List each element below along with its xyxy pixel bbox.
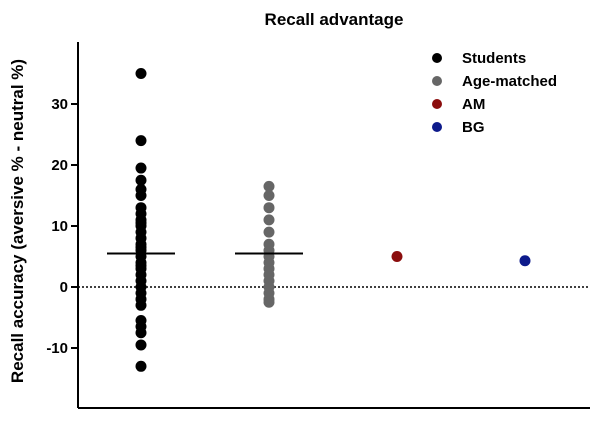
- students-point: [135, 162, 147, 174]
- students-point: [135, 135, 147, 147]
- legend-label-students: Students: [462, 50, 526, 67]
- age-matched-point: [263, 226, 275, 238]
- students-point: [135, 174, 147, 186]
- students-point: [135, 360, 147, 372]
- students-point: [135, 68, 147, 79]
- age-matched-point: [263, 202, 275, 214]
- am-point: [391, 251, 403, 262]
- age-matched-point: [263, 180, 275, 192]
- legend-marker-students: [432, 53, 442, 63]
- bg-point: [519, 255, 531, 267]
- chart-title: Recall advantage: [265, 10, 404, 29]
- students-point: [135, 190, 147, 201]
- y-axis-label: Recall accuracy (aversive % - neutral %): [8, 59, 27, 383]
- students-point: [135, 327, 147, 339]
- y-tick-label: -10: [46, 340, 68, 357]
- legend-label-am: AM: [462, 96, 485, 113]
- legend-label-bg: BG: [462, 119, 485, 136]
- legend-marker-am: [432, 99, 442, 109]
- y-tick-label: 30: [51, 96, 68, 113]
- plot-area: -10 0 10 20 30: [46, 42, 590, 409]
- legend: Students Age-matched AM BG: [432, 50, 557, 136]
- age-matched-point: [263, 214, 275, 226]
- legend-marker-bg: [432, 122, 442, 132]
- y-tick-label: 10: [51, 218, 68, 235]
- age-matched-point: [263, 296, 275, 308]
- students-point: [135, 299, 147, 311]
- students-point: [135, 339, 147, 351]
- legend-marker-age-matched: [432, 76, 442, 86]
- age-matched-point: [263, 190, 275, 201]
- legend-label-age-matched: Age-matched: [462, 73, 557, 90]
- y-tick-label: 0: [60, 279, 68, 296]
- y-tick-label: 20: [51, 157, 68, 174]
